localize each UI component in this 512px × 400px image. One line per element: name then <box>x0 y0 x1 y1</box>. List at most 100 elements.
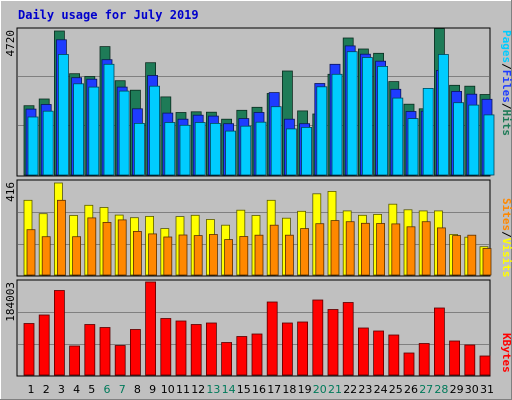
bar-pages-day-26 <box>407 118 419 176</box>
bar-sites-day-23 <box>360 222 370 276</box>
bar-kbytes-day-11 <box>175 320 187 376</box>
bar-sites-day-26 <box>406 226 416 276</box>
x-tick-label: 18 <box>282 383 296 396</box>
bar-kbytes-day-24 <box>373 330 385 376</box>
bar-sites-day-9 <box>148 233 158 276</box>
bar-sites-day-22 <box>345 221 355 276</box>
bar-pages-day-7 <box>118 90 130 176</box>
bar-pages-day-31 <box>483 114 495 176</box>
bar-pages-day-30 <box>468 104 480 176</box>
legend-files: Files <box>500 70 512 103</box>
bar-pages-day-1 <box>27 116 39 176</box>
x-tick-label: 20 <box>313 383 327 396</box>
bar-sites-day-11 <box>178 234 188 276</box>
x-tick-label: 19 <box>298 383 312 396</box>
bar-pages-day-29 <box>453 102 465 176</box>
x-tick-label: 25 <box>389 383 403 396</box>
visits-legend: Sites/Visits <box>500 198 512 278</box>
bar-sites-day-5 <box>87 217 97 276</box>
x-tick-label: 24 <box>374 383 388 396</box>
bar-pages-day-17 <box>270 106 282 176</box>
bar-pages-day-8 <box>133 123 145 176</box>
bar-kbytes-day-3 <box>54 290 65 376</box>
bar-pages-day-4 <box>73 83 84 176</box>
x-tick-label: 2 <box>43 383 50 396</box>
kbytes-ymax-label: 184003 <box>4 282 17 322</box>
bar-sites-day-12 <box>193 235 203 276</box>
bar-marks <box>23 28 495 376</box>
x-tick-label: 28 <box>434 383 448 396</box>
bar-pages-day-16 <box>255 121 267 176</box>
kbytes-legend: KBytes <box>500 333 512 373</box>
bar-kbytes-day-29 <box>449 340 461 376</box>
bar-sites-day-1 <box>26 229 36 276</box>
bar-sites-day-28 <box>436 227 446 276</box>
bar-pages-day-20 <box>316 86 328 176</box>
bar-sites-day-31 <box>482 248 492 276</box>
bar-kbytes-day-21 <box>327 309 339 376</box>
hits-ymax-label: 4720 <box>4 30 17 57</box>
bar-sites-day-4 <box>72 236 81 276</box>
legend-sites: Sites <box>500 198 512 231</box>
bar-sites-day-15 <box>239 236 249 276</box>
x-tick-label: 15 <box>237 383 251 396</box>
bar-sites-day-7 <box>117 219 127 276</box>
x-tick-label: 31 <box>480 383 494 396</box>
x-tick-label: 29 <box>450 383 464 396</box>
x-tick-label: 27 <box>419 383 433 396</box>
x-tick-label: 17 <box>267 383 281 396</box>
x-tick-label: 23 <box>358 383 372 396</box>
bar-sites-day-3 <box>57 199 66 276</box>
x-tick-label: 7 <box>119 383 126 396</box>
bar-sites-day-8 <box>132 230 142 276</box>
bar-sites-day-20 <box>315 223 325 276</box>
bar-sites-day-6 <box>102 221 112 276</box>
x-tick-label: 6 <box>104 383 111 396</box>
bar-kbytes-day-10 <box>160 318 172 376</box>
x-tick-label: 12 <box>191 383 205 396</box>
x-tick-label: 13 <box>206 383 220 396</box>
bar-sites-day-18 <box>284 234 294 276</box>
bar-sites-day-17 <box>269 224 279 276</box>
bar-pages-day-6 <box>103 63 115 176</box>
x-tick-label: 30 <box>465 383 479 396</box>
bar-kbytes-day-16 <box>251 333 263 376</box>
bar-sites-day-19 <box>300 228 310 276</box>
bar-pages-day-11 <box>179 124 191 176</box>
bar-sites-day-29 <box>452 235 462 276</box>
bar-sites-day-27 <box>421 221 431 276</box>
bar-pages-day-18 <box>285 128 297 176</box>
bar-kbytes-day-26 <box>403 352 415 376</box>
x-tick-label: 22 <box>343 383 357 396</box>
x-tick-label: 14 <box>222 383 236 396</box>
bar-kbytes-day-27 <box>418 343 430 376</box>
chart-title: Daily usage for July 2019 <box>18 8 199 22</box>
bar-sites-day-16 <box>254 234 264 276</box>
bar-sites-day-2 <box>41 236 51 276</box>
bar-pages-day-24 <box>377 66 389 176</box>
bar-pages-day-12 <box>194 122 206 176</box>
bar-kbytes-day-9 <box>145 281 157 376</box>
hits-legend: Pages/Files/Hits <box>500 30 512 136</box>
bar-kbytes-day-6 <box>99 327 111 376</box>
bar-sites-day-21 <box>330 220 340 276</box>
legend-pages: Pages <box>500 30 512 63</box>
bar-kbytes-day-18 <box>281 322 293 376</box>
x-tick-label: 11 <box>176 383 190 396</box>
bar-sites-day-10 <box>163 236 173 276</box>
x-tick-label: 10 <box>161 383 175 396</box>
x-tick-label: 1 <box>28 383 35 396</box>
bar-kbytes-day-22 <box>342 302 354 376</box>
bar-pages-day-22 <box>346 51 358 176</box>
bar-pages-day-27 <box>422 88 434 176</box>
x-tick-label: 8 <box>134 383 141 396</box>
bar-kbytes-day-23 <box>357 327 369 376</box>
bar-pages-day-13 <box>209 123 221 176</box>
bar-pages-day-19 <box>301 127 313 176</box>
bar-pages-day-9 <box>149 85 161 176</box>
bar-kbytes-day-25 <box>388 334 400 376</box>
bar-pages-day-14 <box>225 130 237 176</box>
bar-kbytes-day-8 <box>129 329 141 376</box>
bar-kbytes-day-20 <box>312 299 324 376</box>
